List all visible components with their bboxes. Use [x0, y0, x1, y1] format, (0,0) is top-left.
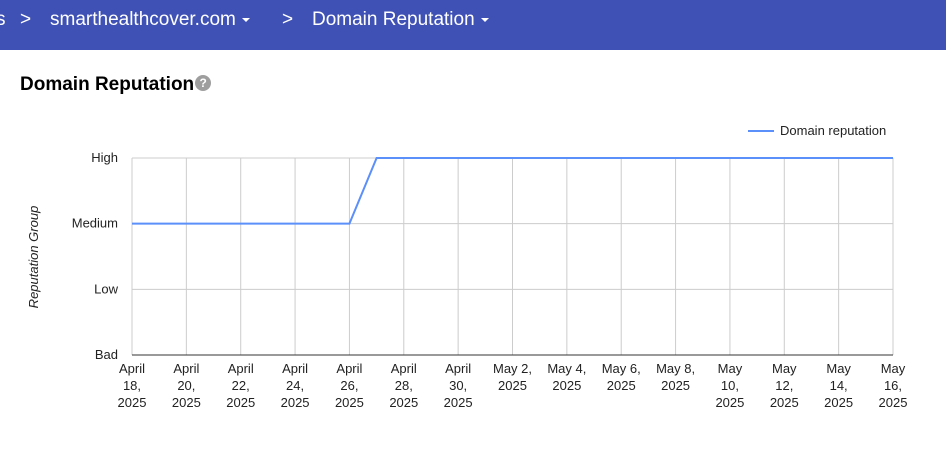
- x-tick-label-line: 16,: [884, 378, 902, 393]
- breadcrumb-separator: >: [282, 9, 294, 30]
- x-tick-label-line: 2025: [607, 378, 636, 393]
- x-tick-label-line: 30,: [449, 378, 467, 393]
- breadcrumb-page-label: Domain Reputation: [312, 9, 475, 30]
- x-tick-label-line: 2025: [281, 395, 310, 410]
- x-tick-label-line: April: [228, 361, 254, 376]
- x-tick-label-line: 2025: [172, 395, 201, 410]
- x-tick-label: April 30, 2025: [444, 361, 473, 410]
- x-tick-label-line: May 2,: [493, 361, 532, 376]
- x-tick-label-line: April: [173, 361, 199, 376]
- x-tick-label-line: 2025: [552, 378, 581, 393]
- breadcrumb-separator: >: [20, 9, 32, 30]
- breadcrumb-domain[interactable]: smarthealthcover.com: [50, 9, 250, 31]
- x-tick-label-line: April: [445, 361, 471, 376]
- x-tick-label-line: May: [772, 361, 797, 376]
- series-line: [132, 157, 893, 225]
- x-tick-label-line: 10,: [721, 378, 739, 393]
- x-tick-label-line: 2025: [770, 395, 799, 410]
- y-tick-label: Low: [94, 281, 118, 296]
- y-tick-label: Bad: [95, 347, 118, 362]
- x-tick-label-line: 18,: [123, 378, 141, 393]
- x-tick-label: May 2, 2025: [493, 361, 532, 393]
- caret-down-icon: [241, 17, 250, 22]
- x-tick-label-line: 12,: [775, 378, 793, 393]
- breadcrumb-page[interactable]: Domain Reputation: [312, 9, 489, 31]
- x-tick-label-line: 2025: [661, 378, 690, 393]
- section-title: Domain Reputation?: [20, 74, 212, 96]
- x-tick-label-line: May: [718, 361, 743, 376]
- breadcrumb-domain-label: smarthealthcover.com: [50, 9, 236, 30]
- x-tick-label: May 16, 2025: [879, 361, 908, 410]
- x-tick-label: May 4, 2025: [547, 361, 586, 393]
- section-title-text: Domain Reputation: [20, 74, 195, 95]
- x-tick-label: April 22, 2025: [226, 361, 255, 410]
- breadcrumb-item-previous[interactable]: s: [0, 9, 6, 30]
- x-tick-label-line: May: [826, 361, 851, 376]
- x-tick-label-line: April: [336, 361, 362, 376]
- x-tick-label-line: 24,: [286, 378, 304, 393]
- x-tick-label: April 18, 2025: [118, 361, 147, 410]
- x-tick-label-line: 2025: [715, 395, 744, 410]
- x-tick-label: May 6, 2025: [602, 361, 641, 393]
- x-tick-label-line: 22,: [232, 378, 250, 393]
- x-tick-label: May 14, 2025: [824, 361, 853, 410]
- x-tick-label: April 26, 2025: [335, 361, 364, 410]
- x-tick-label-line: 26,: [340, 378, 358, 393]
- x-tick-label-line: 20,: [177, 378, 195, 393]
- x-tick-label-line: 2025: [498, 378, 527, 393]
- x-tick-label-line: 2025: [226, 395, 255, 410]
- x-tick-label-line: 2025: [879, 395, 908, 410]
- x-tick-label-line: May 8,: [656, 361, 695, 376]
- x-tick-label-line: April: [119, 361, 145, 376]
- x-tick-label: April 24, 2025: [281, 361, 310, 410]
- help-circle-icon[interactable]: ?: [195, 75, 212, 91]
- x-tick-label: May 10, 2025: [715, 361, 744, 410]
- x-tick-label-line: 2025: [444, 395, 473, 410]
- y-tick-label: High: [91, 150, 118, 165]
- x-tick-label-line: May 6,: [602, 361, 641, 376]
- x-tick-label-line: April: [282, 361, 308, 376]
- x-tick-label: May 8, 2025: [656, 361, 695, 393]
- x-tick-label-line: 2025: [389, 395, 418, 410]
- x-tick-label-line: 28,: [395, 378, 413, 393]
- x-tick-label: May 12, 2025: [770, 361, 799, 410]
- caret-down-icon: [480, 17, 489, 22]
- y-tick-label: Medium: [72, 216, 118, 231]
- x-tick-label-line: 14,: [830, 378, 848, 393]
- breadcrumb-bar: s > smarthealthcover.com > Domain Reputa…: [0, 0, 946, 50]
- y-axis-label: Reputation Group: [26, 206, 41, 309]
- x-tick-label-line: May: [881, 361, 906, 376]
- x-tick-label-line: April: [391, 361, 417, 376]
- x-tick-label-line: 2025: [118, 395, 147, 410]
- x-tick-label: April 28, 2025: [389, 361, 418, 410]
- x-tick-label-line: 2025: [335, 395, 364, 410]
- legend-label: Domain reputation: [780, 123, 886, 138]
- x-tick-label: April 20, 2025: [172, 361, 201, 410]
- x-tick-label-line: 2025: [824, 395, 853, 410]
- x-tick-label-line: May 4,: [547, 361, 586, 376]
